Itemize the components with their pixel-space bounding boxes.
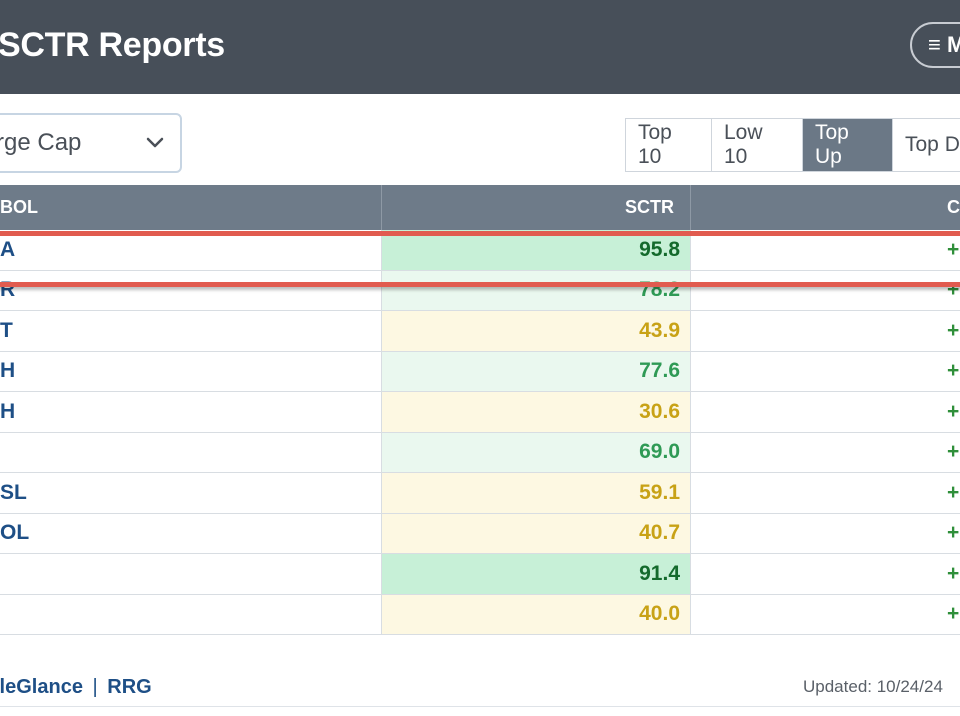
change-cell: + bbox=[691, 271, 960, 311]
sctr-table: BOL SCTR C A 95.8 + R 78.2 + T 43.9 + H 77.6 + H 30.6… bbox=[0, 185, 960, 635]
tab-top-up[interactable]: Top Up bbox=[803, 119, 893, 171]
page-title: SCTR Reports bbox=[0, 26, 225, 64]
change-cell: + bbox=[691, 514, 960, 554]
symbol-cell[interactable]: T bbox=[0, 311, 382, 351]
tab-low-10[interactable]: Low 10 bbox=[712, 119, 803, 171]
change-value: + bbox=[947, 480, 960, 504]
change-cell: + bbox=[691, 554, 960, 594]
menu-button[interactable]: ≡ M bbox=[910, 22, 960, 68]
table-row[interactable]: H 77.6 + bbox=[0, 351, 960, 392]
app-header: SCTR Reports ≡ M bbox=[0, 0, 960, 94]
column-header-symbol[interactable]: BOL bbox=[0, 185, 382, 230]
change-value: + bbox=[947, 318, 960, 342]
group-select-value: rge Cap bbox=[0, 129, 82, 156]
change-value: + bbox=[947, 602, 960, 626]
updated-timestamp: Updated: 10/24/24 bbox=[803, 677, 943, 696]
column-header-sctr[interactable]: SCTR bbox=[382, 185, 691, 230]
table-row[interactable]: SL 59.1 + bbox=[0, 473, 960, 514]
symbol-cell[interactable] bbox=[0, 554, 382, 594]
sctr-cell: 91.4 bbox=[382, 554, 691, 594]
change-value: + bbox=[947, 521, 960, 545]
sctr-cell: 59.1 bbox=[382, 473, 691, 513]
symbol-cell[interactable]: R bbox=[0, 270, 382, 310]
change-cell: + bbox=[691, 230, 960, 270]
symbol-cell[interactable]: H bbox=[0, 351, 382, 391]
report-tabs: Top 10 Low 10 Top Up Top Do bbox=[625, 118, 960, 172]
change-cell: + bbox=[691, 433, 960, 473]
sctr-cell: 40.7 bbox=[382, 513, 691, 553]
sctr-cell: 43.9 bbox=[382, 311, 691, 351]
change-cell: + bbox=[691, 311, 960, 351]
symbol-cell[interactable]: A bbox=[0, 230, 382, 270]
table-row[interactable]: R 78.2 + bbox=[0, 270, 960, 311]
table-row[interactable]: 91.4 + bbox=[0, 554, 960, 595]
table-row[interactable]: A 95.8 + bbox=[0, 230, 960, 271]
tab-top-10[interactable]: Top 10 bbox=[626, 119, 712, 171]
table-row[interactable]: H 30.6 + bbox=[0, 392, 960, 433]
rrg-link[interactable]: RRG bbox=[107, 676, 152, 698]
sctr-cell: 77.6 bbox=[382, 351, 691, 391]
column-header-change[interactable]: C bbox=[947, 197, 960, 217]
table-body: A 95.8 + R 78.2 + T 43.9 + H 77.6 + H 30.6 +69.0 + SL 59.… bbox=[0, 230, 960, 635]
table-header: BOL SCTR C bbox=[0, 185, 960, 230]
change-value: + bbox=[947, 278, 960, 302]
table-row[interactable]: 69.0 + bbox=[0, 432, 960, 473]
sctr-cell: 78.2 bbox=[382, 270, 691, 310]
change-value: + bbox=[947, 440, 960, 464]
footer-separator: | bbox=[92, 676, 98, 698]
tab-top-down[interactable]: Top Do bbox=[893, 119, 960, 171]
candleglance-link[interactable]: lleGlance bbox=[0, 676, 83, 698]
chevron-down-icon bbox=[146, 137, 164, 148]
change-cell: + bbox=[691, 352, 960, 392]
footer-divider bbox=[0, 706, 960, 707]
change-value: + bbox=[947, 359, 960, 383]
change-value: + bbox=[947, 399, 960, 423]
symbol-cell[interactable] bbox=[0, 594, 382, 634]
symbol-cell[interactable] bbox=[0, 432, 382, 472]
sctr-cell: 40.0 bbox=[382, 594, 691, 634]
menu-button-label: ≡ M bbox=[928, 32, 960, 57]
table-row[interactable]: OL 40.7 + bbox=[0, 513, 960, 554]
sctr-cell: 95.8 bbox=[382, 230, 691, 270]
change-cell: + bbox=[691, 392, 960, 432]
group-select[interactable]: rge Cap bbox=[0, 113, 182, 173]
table-row[interactable]: 40.0 + bbox=[0, 594, 960, 635]
symbol-cell[interactable]: OL bbox=[0, 513, 382, 553]
change-value: + bbox=[947, 561, 960, 585]
sctr-cell: 69.0 bbox=[382, 432, 691, 472]
change-cell: + bbox=[691, 595, 960, 635]
change-value: + bbox=[947, 237, 960, 261]
change-cell: + bbox=[691, 473, 960, 513]
table-row[interactable]: T 43.9 + bbox=[0, 311, 960, 352]
sctr-cell: 30.6 bbox=[382, 392, 691, 432]
symbol-cell[interactable]: SL bbox=[0, 473, 382, 513]
symbol-cell[interactable]: H bbox=[0, 392, 382, 432]
footer-links: lleGlance | RRG bbox=[0, 676, 152, 699]
